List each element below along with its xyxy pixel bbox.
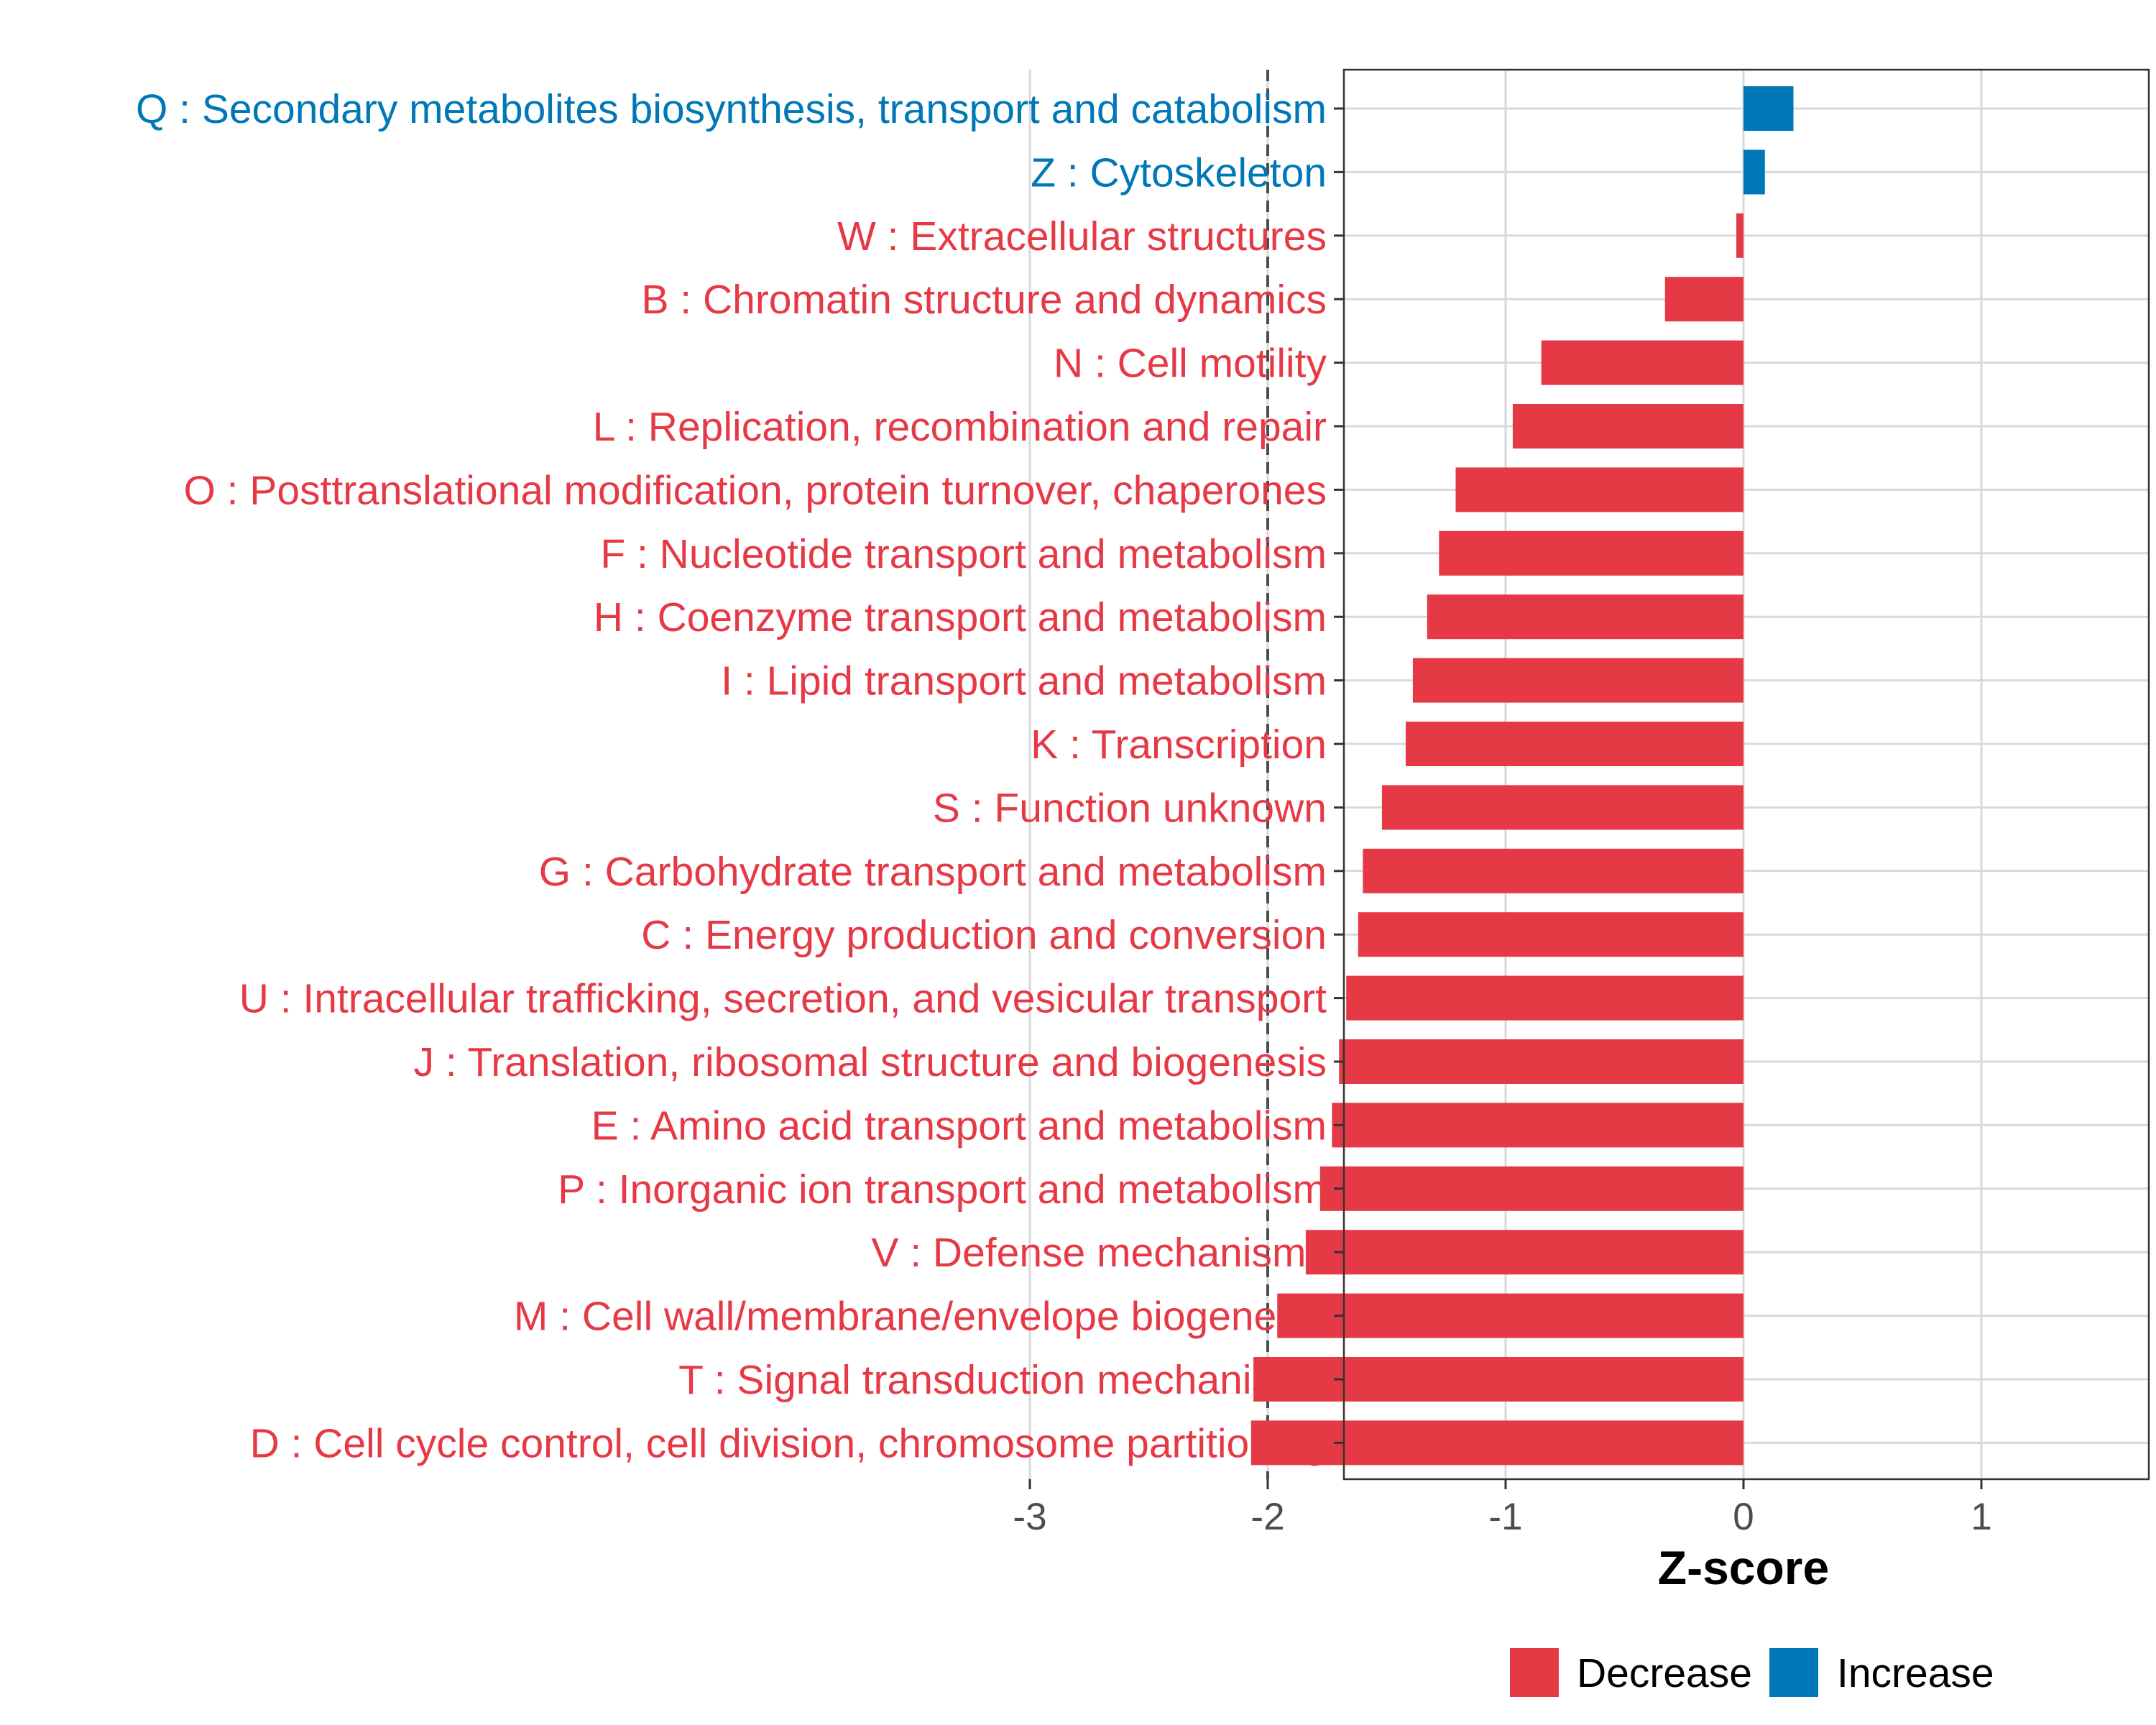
y-axis-ticks: Q : Secondary metabolites biosynthesis, … bbox=[136, 86, 1344, 1466]
x-axis-ticks: -3-2-10123 bbox=[1013, 1479, 1992, 1538]
bar bbox=[1439, 530, 1743, 576]
y-tick-label: Z : Cytoskeleton bbox=[1031, 150, 1327, 196]
bar bbox=[1277, 1293, 1743, 1338]
y-tick-label: W : Extracellular structures bbox=[837, 213, 1327, 259]
y-tick-label: J : Translation, ribosomal structure and… bbox=[414, 1039, 1327, 1085]
y-tick-label: S : Function unknown bbox=[933, 785, 1327, 831]
bar bbox=[1319, 1166, 1743, 1211]
bar bbox=[1253, 1357, 1743, 1402]
legend-label: Increase bbox=[1837, 1650, 1994, 1696]
bar bbox=[1305, 1230, 1743, 1275]
bar bbox=[1346, 975, 1743, 1021]
y-tick-label: D : Cell cycle control, cell division, c… bbox=[250, 1420, 1327, 1466]
x-tick-label: -2 bbox=[1250, 1496, 1284, 1538]
bar bbox=[1412, 658, 1743, 703]
y-tick-label: C : Energy production and conversion bbox=[641, 912, 1327, 958]
bar bbox=[1381, 785, 1743, 830]
y-tick-label: I : Lipid transport and metabolism bbox=[721, 658, 1327, 704]
bar-layer bbox=[1250, 86, 1794, 1466]
x-tick-label: 0 bbox=[1733, 1496, 1754, 1538]
y-tick-label: G : Carbohydrate transport and metabolis… bbox=[539, 849, 1327, 895]
legend-label: Decrease bbox=[1577, 1650, 1752, 1696]
bar bbox=[1250, 1420, 1743, 1466]
bar bbox=[1405, 722, 1743, 766]
legend: Decrease Increase bbox=[1510, 1648, 1994, 1697]
legend-key bbox=[1769, 1648, 1818, 1697]
bar bbox=[1427, 594, 1743, 640]
bar bbox=[1363, 848, 1743, 893]
y-tick-label: U : Intracellular trafficking, secretion… bbox=[239, 976, 1327, 1022]
y-tick-label: K : Transcription bbox=[1031, 722, 1327, 768]
y-tick-label: L : Replication, recombination and repai… bbox=[593, 404, 1327, 450]
bar bbox=[1455, 467, 1743, 512]
x-tick-label: -3 bbox=[1013, 1496, 1046, 1538]
y-tick-label: B : Chromatin structure and dynamics bbox=[641, 277, 1327, 323]
y-tick-label: N : Cell motility bbox=[1054, 341, 1327, 387]
bar bbox=[1664, 277, 1743, 322]
y-tick-label: E : Amino acid transport and metabolism bbox=[591, 1103, 1327, 1149]
x-axis-title: Z-score bbox=[1658, 1541, 1829, 1594]
bar bbox=[1332, 1103, 1743, 1148]
y-tick-label: P : Inorganic ion transport and metaboli… bbox=[558, 1167, 1327, 1213]
y-tick-label: H : Coenzyme transport and metabolism bbox=[594, 594, 1327, 640]
y-tick-label: Q : Secondary metabolites biosynthesis, … bbox=[136, 86, 1327, 132]
y-tick-label: O : Posttranslational modification, prot… bbox=[183, 467, 1327, 513]
y-tick-label: T : Signal transduction mechanisms bbox=[678, 1357, 1327, 1403]
bar bbox=[1541, 340, 1743, 385]
bar bbox=[1736, 213, 1743, 258]
threshold-layer bbox=[1266, 70, 1269, 1479]
bar bbox=[1743, 86, 1794, 131]
bar bbox=[1358, 912, 1743, 957]
y-tick-label: V : Defense mechanisms bbox=[871, 1230, 1327, 1276]
bar bbox=[1743, 150, 1765, 195]
grid-layer bbox=[1028, 70, 2149, 1479]
panel-border bbox=[1342, 68, 2150, 1481]
bar bbox=[1512, 404, 1743, 448]
legend-key bbox=[1510, 1648, 1559, 1697]
y-tick-label: M : Cell wall/membrane/envelope biogenes… bbox=[514, 1294, 1327, 1340]
y-tick-label: F : Nucleotide transport and metabolism bbox=[600, 531, 1327, 577]
bar bbox=[1339, 1039, 1743, 1084]
x-tick-label: 1 bbox=[1971, 1496, 1991, 1538]
x-tick-label: -1 bbox=[1488, 1496, 1522, 1538]
